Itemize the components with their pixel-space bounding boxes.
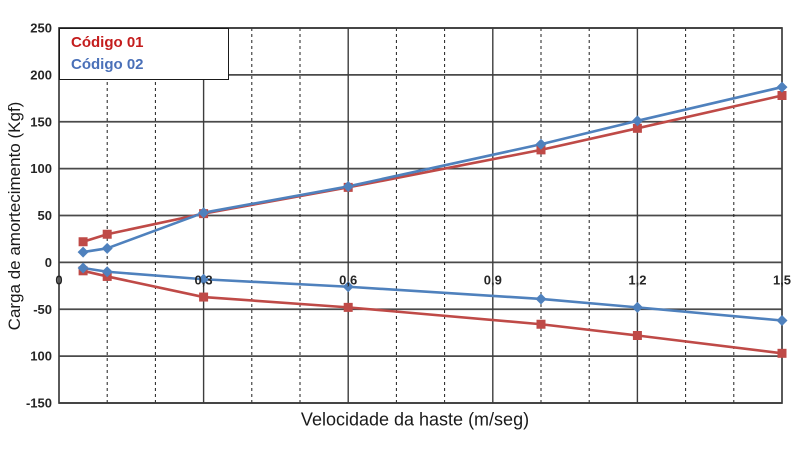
data-point-marker	[777, 91, 787, 100]
data-point-marker	[343, 302, 353, 312]
plot-border	[58, 27, 783, 404]
data-point-marker	[535, 293, 547, 305]
data-point-marker	[101, 242, 113, 254]
data-point-marker	[631, 115, 643, 127]
data-point-marker	[199, 292, 209, 302]
data-point-marker	[102, 229, 112, 239]
x-tick-label: 0	[55, 272, 62, 287]
data-point-marker	[777, 348, 787, 358]
data-point-marker	[776, 315, 788, 326]
x-axis-title: Velocidade da haste (m/seg)	[300, 409, 530, 430]
data-point-marker	[536, 319, 546, 329]
x-tick-label: 1,5	[773, 272, 791, 287]
y-tick-label: 100	[30, 349, 52, 364]
data-point-marker	[536, 145, 546, 155]
data-point-marker	[631, 301, 643, 313]
data-point-marker	[342, 180, 354, 192]
y-tick-label: 150	[30, 114, 52, 129]
legend-label-codigo-01: Código 01	[71, 34, 144, 51]
data-point-marker	[535, 138, 547, 150]
data-point-marker	[198, 207, 210, 219]
y-tick-label: 0	[45, 255, 52, 270]
data-point-marker	[101, 266, 113, 278]
x-tick-label: 0,6	[339, 272, 357, 287]
y-tick-label: 100	[30, 161, 52, 176]
data-point-marker	[198, 273, 210, 285]
data-point-marker	[77, 262, 89, 274]
y-tick-label: -150	[26, 396, 52, 411]
y-axis-title: Carga de amortecimento (Kgf)	[5, 101, 24, 331]
legend-label-codigo-02: Código 02	[71, 56, 144, 73]
legend-entry-codigo-02: Código 02	[71, 54, 228, 76]
chart-legend: Código 01 Código 02	[59, 28, 229, 80]
data-point-marker	[77, 246, 89, 258]
data-point-marker	[776, 81, 788, 93]
legend-entry-codigo-01: Código 01	[71, 32, 228, 54]
y-tick-label: -50	[33, 302, 52, 317]
data-point-marker	[342, 281, 354, 293]
data-point-marker	[632, 123, 642, 133]
x-tick-label: 0,9	[484, 272, 502, 287]
y-tick-label: 50	[38, 208, 52, 223]
y-tick-label: 200	[30, 67, 52, 82]
data-point-marker	[632, 331, 642, 340]
x-tick-label: 0,3	[195, 272, 213, 287]
x-tick-label: 1,2	[628, 272, 646, 287]
data-point-marker	[78, 237, 88, 247]
series-line-positive	[81, 85, 784, 254]
y-tick-label: 250	[30, 21, 52, 36]
